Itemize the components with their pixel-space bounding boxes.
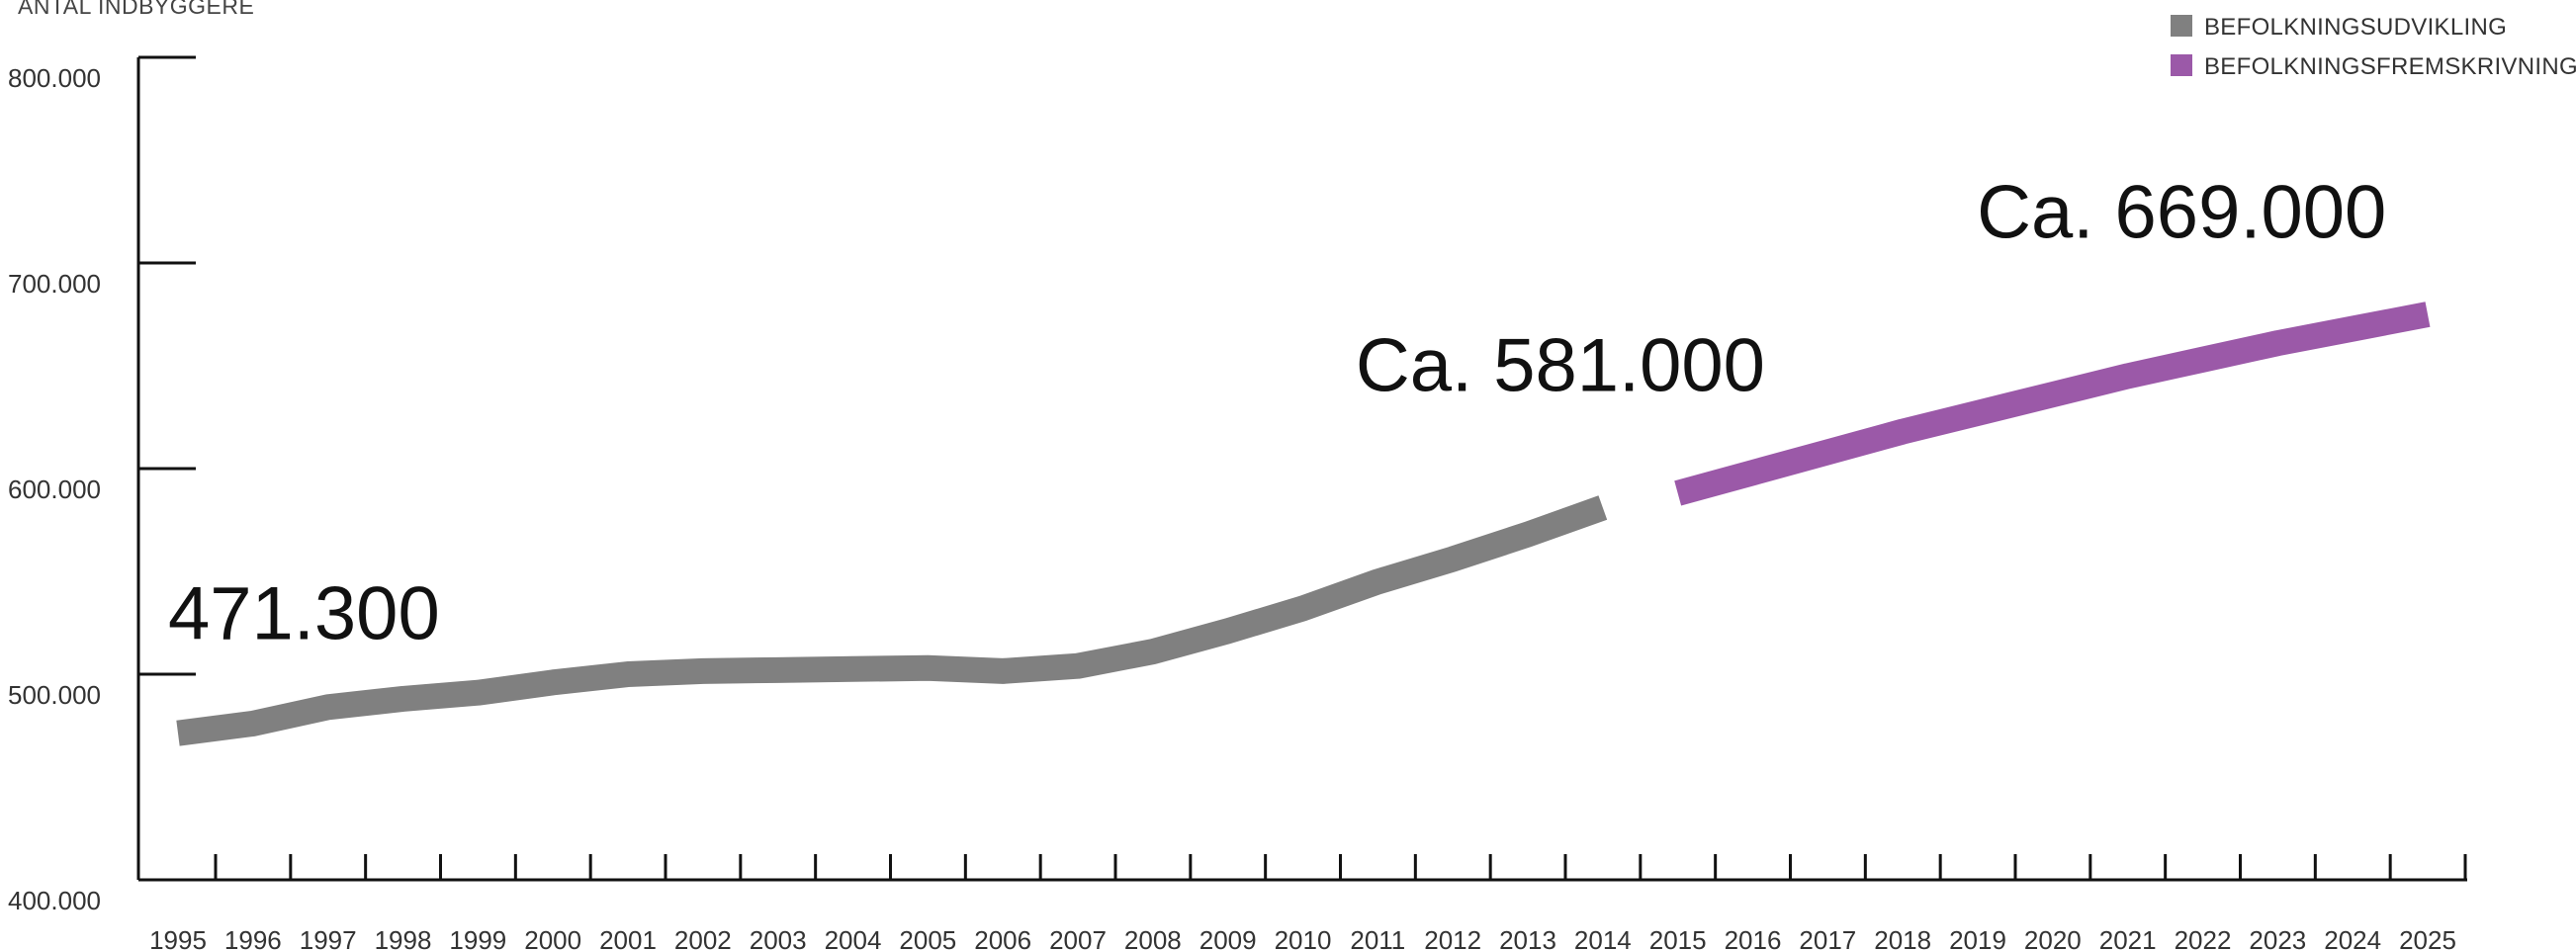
x-tick-label: 2025 — [2399, 925, 2456, 951]
x-tick-label: 2003 — [750, 925, 807, 951]
x-tick-label: 2002 — [674, 925, 732, 951]
axes: 400.000 500.000 600.000 700.000 800.000 1995 1… — [8, 55, 2467, 951]
x-tick-label: 2009 — [1199, 925, 1257, 951]
x-tick-label: 2017 — [1799, 925, 1856, 951]
x-tick-label: 2000 — [524, 925, 581, 951]
x-tick-label: 2024 — [2324, 925, 2381, 951]
x-tick-label: 2021 — [2099, 925, 2157, 951]
x-tick-label: 2010 — [1275, 925, 1332, 951]
x-tick-label: 2011 — [1350, 925, 1405, 951]
y-tick-label: 500.000 — [8, 680, 101, 710]
y-tick-label: 800.000 — [8, 63, 101, 93]
value-annotation: Ca. 581.000 — [1356, 324, 1765, 408]
x-tick-label: 1999 — [449, 925, 506, 951]
x-tick-label: 2008 — [1124, 925, 1182, 951]
x-tick-label: 2016 — [1725, 925, 1782, 951]
x-tick-label: 2007 — [1049, 925, 1107, 951]
x-tick-label: 2004 — [825, 925, 882, 951]
x-tick-label: 2013 — [1499, 925, 1556, 951]
legend-label-befolkningsudvikling: BEFOLKNINGSUDVIKLING — [2204, 14, 2507, 41]
x-tick-label: 2014 — [1574, 925, 1632, 951]
series-line-befolkningsfremskrivning — [1674, 302, 2431, 506]
x-tick-label: 2001 — [599, 925, 657, 951]
series-layer — [176, 302, 2431, 746]
x-tick-label: 2019 — [1949, 925, 2006, 951]
x-tick-label: 2006 — [974, 925, 1031, 951]
legend-label-befolkningsfremskrivning: BEFOLKNINGSFREMSKRIVNING — [2204, 53, 2576, 80]
x-tick-label: 2012 — [1424, 925, 1481, 951]
y-tick-label: 600.000 — [8, 475, 101, 504]
legend: BEFOLKNINGSUDVIKLING BEFOLKNINGSFREMSKRI… — [2171, 14, 2576, 80]
x-tick-label: 2020 — [2024, 925, 2082, 951]
x-tick-label: 2023 — [2249, 925, 2306, 951]
x-tick-label: 2018 — [1874, 925, 1931, 951]
y-tick-label: 400.000 — [8, 886, 101, 915]
x-tick-label: 1996 — [224, 925, 282, 951]
legend-swatch-befolkningsudvikling — [2171, 15, 2192, 37]
x-tick-label: 1997 — [300, 925, 357, 951]
annotation-layer: 471.300 Ca. 581.000 Ca. 669.000 — [168, 170, 2386, 655]
value-annotation: 471.300 — [168, 572, 440, 656]
x-tick-label: 1995 — [149, 925, 207, 951]
y-tick-label: 700.000 — [8, 269, 101, 299]
x-tick-label: 1998 — [375, 925, 432, 951]
value-annotation: Ca. 669.000 — [1977, 170, 2386, 254]
x-tick-label: 2005 — [899, 925, 956, 951]
x-tick-label: 2022 — [2175, 925, 2232, 951]
x-tick-label: 2015 — [1649, 925, 1707, 951]
y-axis-label: ANTAL INDBYGGERE — [18, 0, 254, 19]
series-line-befolkningsudvikling — [176, 495, 1608, 746]
legend-swatch-befolkningsfremskrivning — [2171, 54, 2192, 76]
